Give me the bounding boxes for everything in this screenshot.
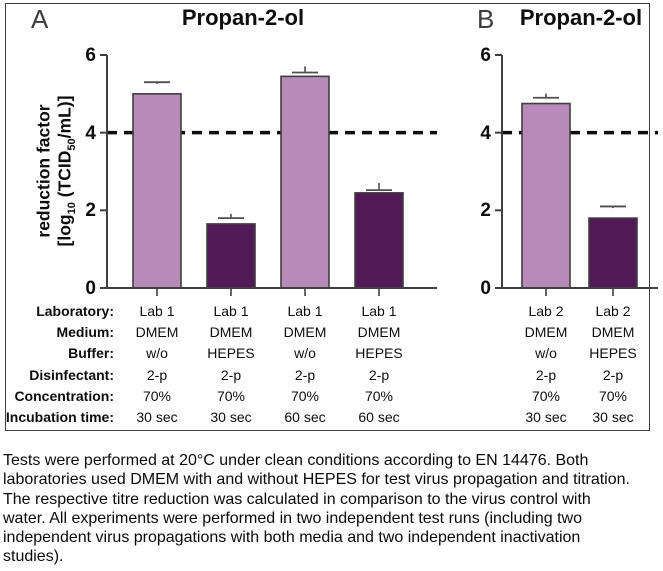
table-cell: Lab 1 [287, 303, 323, 319]
table-cell: DMEM [209, 324, 253, 341]
table-cell: DMEM [283, 324, 327, 341]
table-row-label: Concentration: [14, 387, 114, 404]
y-tick-label: 0 [85, 278, 96, 299]
table-cell: w/o [535, 345, 557, 362]
bar [280, 75, 330, 289]
bar [206, 223, 256, 289]
bar [132, 93, 182, 289]
bar [588, 217, 638, 289]
y-tick-label: 4 [480, 122, 491, 144]
table-cell: Lab 1 [139, 303, 175, 319]
figure-caption: Tests were performed at 20°C under clean… [3, 451, 661, 567]
table-cell: 60 sec [358, 409, 400, 425]
bar [354, 192, 404, 289]
table-cell: Lab 1 [213, 303, 249, 319]
table-cell: 2-p [602, 366, 624, 383]
table-cell: DMEM [591, 324, 635, 341]
table-cell: 2-p [146, 366, 168, 383]
table-cell: 70% [290, 387, 320, 404]
bar-chart-svg [100, 54, 658, 296]
y-axis-label-line1: reduction factor [33, 104, 54, 238]
bar [521, 102, 571, 289]
y-tick-label: 6 [85, 45, 96, 66]
table-cell: DMEM [524, 324, 568, 341]
table-cell: DMEM [357, 324, 401, 341]
table-cell: 70% [364, 387, 394, 404]
table-cell: 30 sec [136, 409, 178, 425]
y-tick-label: 4 [85, 122, 96, 144]
table-cell: 2-p [220, 366, 242, 383]
table-cell: 30 sec [592, 409, 634, 425]
table-cell: 70% [216, 387, 246, 404]
table-cell: 70% [531, 387, 561, 404]
table-cell: 2-p [294, 366, 316, 383]
caption-line: water. All experiments were performed in… [3, 509, 582, 527]
table-row-label: Medium: [56, 324, 114, 341]
table-cell: 2-p [368, 366, 390, 383]
table-row-label: Disinfectant: [29, 366, 114, 383]
table-row-label: Incubation time: [5, 409, 114, 425]
table-cell: w/o [146, 345, 168, 362]
table-cell: Lab 2 [528, 303, 564, 319]
panel-b-title: Propan-2-ol [519, 5, 643, 30]
caption-line: laboratories used DMEM with and without … [3, 471, 630, 489]
table-cell: DMEM [135, 324, 179, 341]
table-row-label: Laboratory: [36, 303, 114, 319]
y-tick-label: 6 [480, 45, 491, 66]
panel-a-label: A [31, 4, 49, 34]
table-cell: 70% [598, 387, 628, 404]
panel-a-title: Propan-2-ol [181, 5, 305, 30]
panel-b-label: B [477, 4, 495, 34]
table-cell: 30 sec [525, 409, 567, 425]
y-tick-label: 0 [480, 278, 491, 299]
table-cell: HEPES [355, 345, 403, 362]
caption-line: studies). [3, 548, 64, 566]
caption-line: independent virus propagations with both… [3, 529, 581, 547]
table-cell: HEPES [207, 345, 255, 362]
table-cell: w/o [294, 345, 316, 362]
y-axis-label: reduction factor [log10 (TCID50/mL)] [33, 96, 83, 247]
table-cell: Lab 2 [595, 303, 631, 319]
table-cell: 70% [142, 387, 172, 404]
table-cell: Lab 1 [361, 303, 397, 319]
caption-line: The respective titre reduction was calcu… [3, 490, 591, 508]
caption-line: Tests were performed at 20°C under clean… [3, 452, 589, 469]
y-axis-label-line2: [log10 (TCID50/mL)] [54, 95, 78, 247]
table-cell: 30 sec [210, 409, 252, 425]
table-cell: 60 sec [284, 409, 326, 425]
table-cell: 2-p [535, 366, 557, 383]
y-tick-label: 2 [480, 200, 491, 222]
y-tick-label: 2 [85, 200, 96, 222]
table-row-label: Buffer: [68, 345, 114, 362]
table-cell: HEPES [589, 345, 637, 362]
